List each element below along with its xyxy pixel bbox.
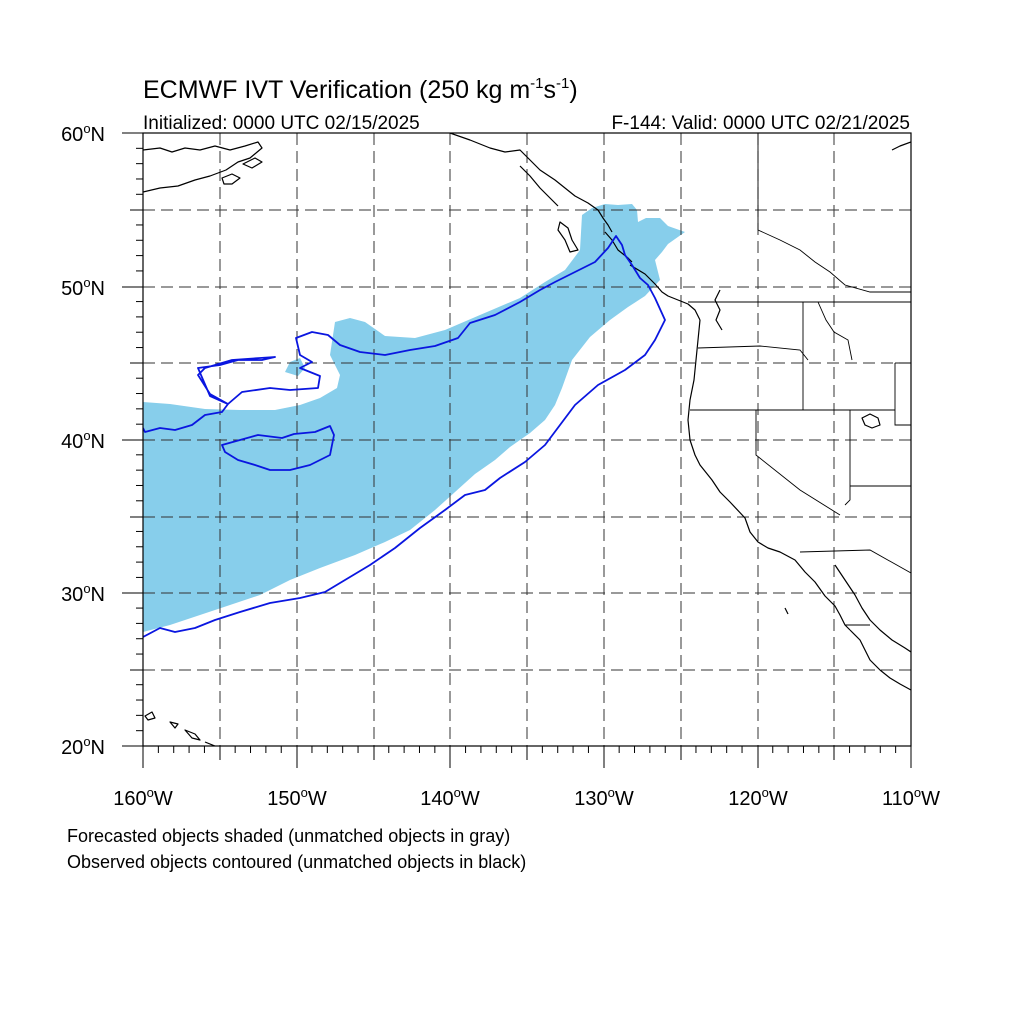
initialized-label: Initialized: 0000 UTC 02/15/2025 [143, 113, 420, 134]
observed-object-inner [221, 425, 335, 471]
map-title: ECMWF IVT Verification (250 kg m-1s-1) [143, 75, 578, 104]
lon-label-140w: 140oW [420, 785, 480, 810]
lon-label-160w: 160oW [113, 785, 173, 810]
lat-label-30: 30oN [61, 581, 105, 606]
graticule [143, 133, 911, 746]
forecast-object-shaded [143, 204, 685, 632]
political-borders [688, 133, 911, 626]
lat-label-60: 60oN [61, 121, 105, 146]
lat-label-20: 20oN [61, 734, 105, 759]
longitude-labels: 160oW 150oW 140oW 130oW 120oW 110oW [113, 785, 940, 810]
coastlines [143, 133, 911, 746]
observed-object-main [143, 235, 666, 638]
lon-label-150w: 150oW [267, 785, 327, 810]
lon-label-110w: 110oW [882, 785, 940, 810]
valid-time-label: F-144: Valid: 0000 UTC 02/21/2025 [611, 113, 910, 134]
lon-label-120w: 120oW [728, 785, 788, 810]
axis-ticks [122, 132, 912, 768]
observed-objects-contoured [143, 235, 666, 638]
caption-forecast: Forecasted objects shaded (unmatched obj… [67, 826, 510, 846]
lon-label-130w: 130oW [574, 785, 634, 810]
minor-ticks [136, 147, 897, 753]
lat-label-50: 50oN [61, 275, 105, 300]
latitude-labels: 60oN 50oN 40oN 30oN 20oN [61, 121, 105, 759]
lat-label-40: 40oN [61, 428, 105, 453]
caption-observed: Observed objects contoured (unmatched ob… [67, 852, 526, 872]
